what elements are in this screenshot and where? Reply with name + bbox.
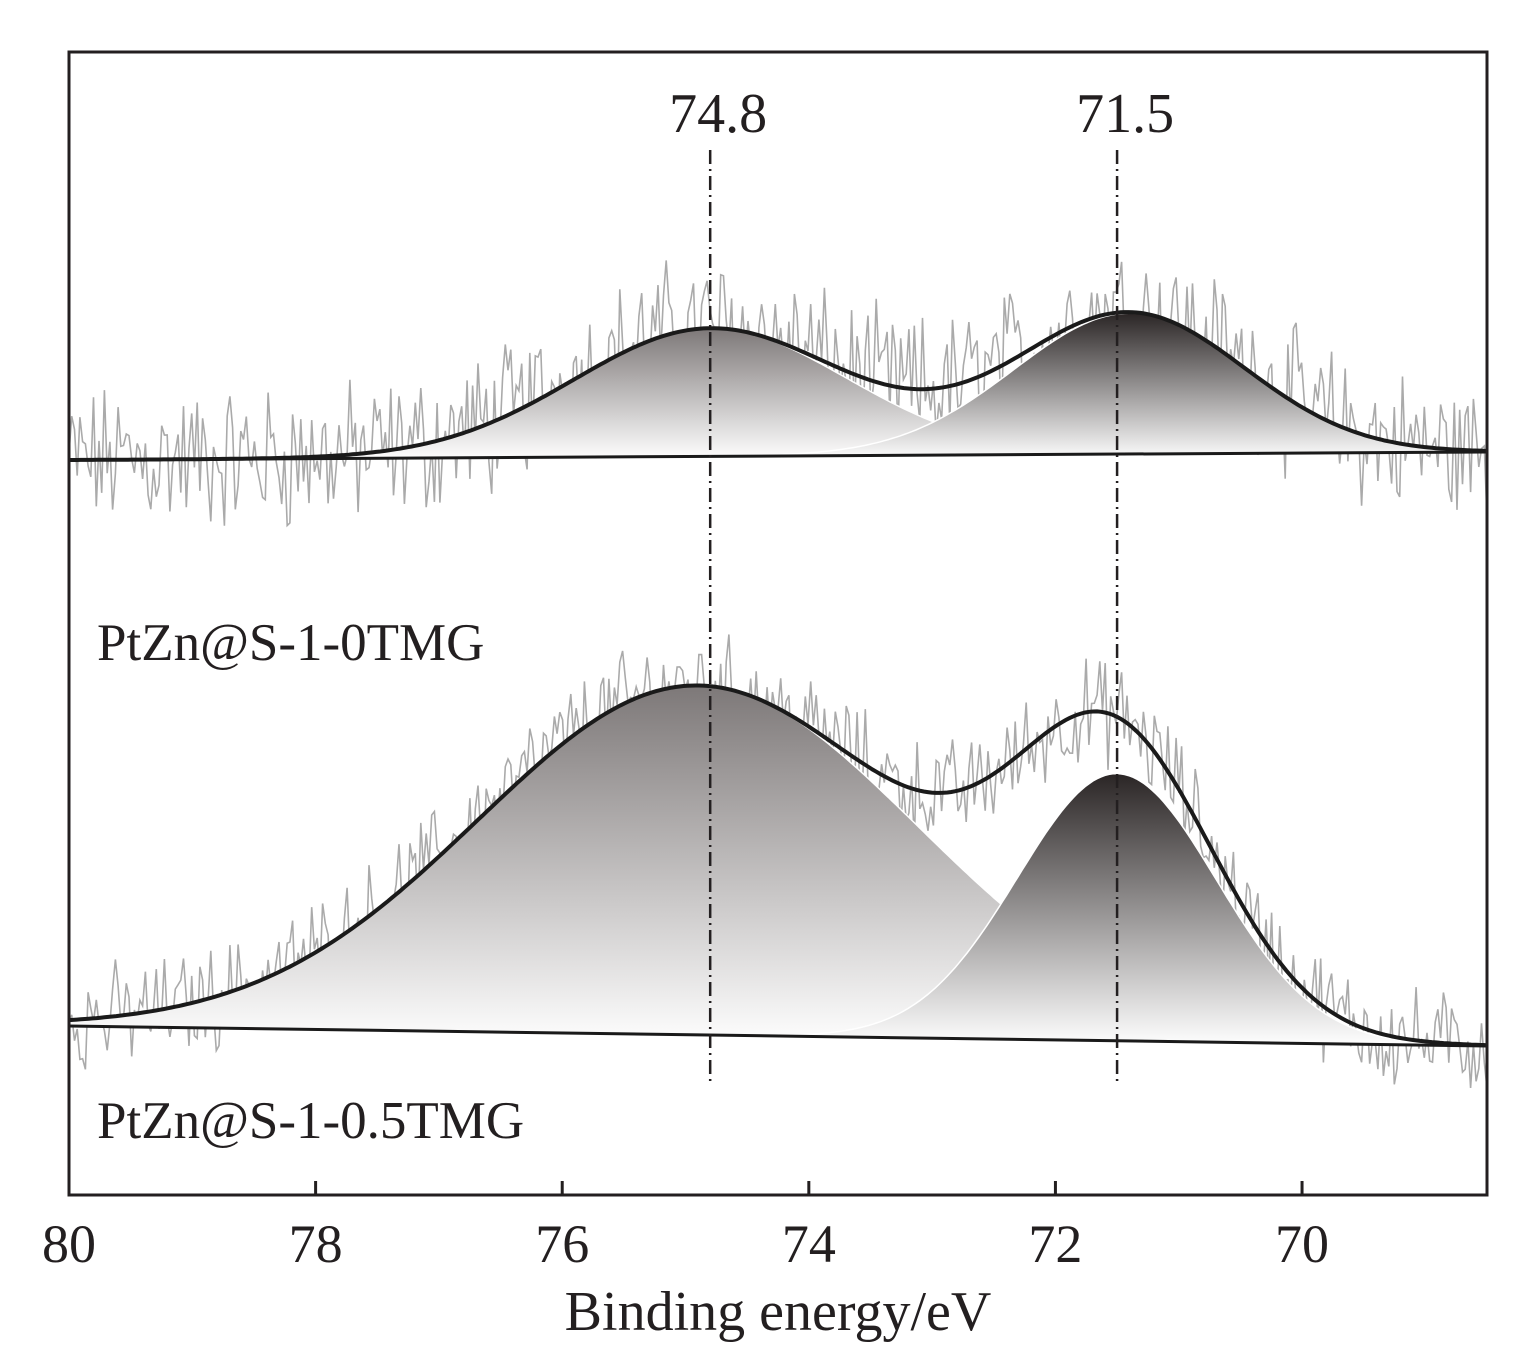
reference-label-0: 74.8 (669, 83, 767, 145)
x-tick-label: 74 (782, 1214, 836, 1274)
fit-envelope-line (69, 683, 1487, 1048)
reference-lines: 74.8 71.5 (669, 83, 1174, 1085)
fit-envelope-line (69, 310, 1487, 462)
reference-label-1: 71.5 (1076, 83, 1174, 145)
x-axis-ticks: 80 78 76 74 72 70 (42, 1181, 1329, 1274)
x-axis-label: Binding energy/eV (565, 1281, 992, 1343)
x-tick-label: 78 (289, 1214, 343, 1274)
x-tick-label: 70 (1275, 1214, 1329, 1274)
x-tick-label: 72 (1028, 1214, 1082, 1274)
sample-label-0.5tmg: PtZn@S-1-0.5TMG (97, 1092, 524, 1150)
sample-label-0tmg: PtZn@S-1-0TMG (97, 614, 484, 672)
x-tick-label: 76 (535, 1214, 589, 1274)
panel-0.5tmg (69, 634, 1487, 1089)
x-tick-label: 80 (42, 1214, 96, 1274)
baseline (69, 1024, 1487, 1048)
panel-0tmg (69, 260, 1487, 528)
plot-frame (67, 50, 1489, 1197)
